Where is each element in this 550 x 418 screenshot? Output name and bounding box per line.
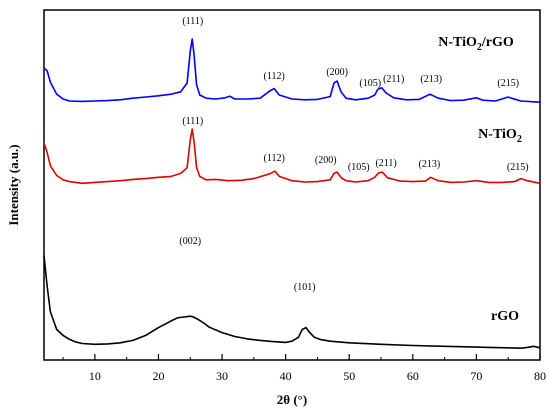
peak-label: (112) bbox=[264, 71, 285, 82]
x-tick-label: 20 bbox=[152, 369, 164, 383]
peak-label: (200) bbox=[315, 155, 337, 166]
x-axis-ticks: 10 20 30 40 50 60 70 80 bbox=[62, 354, 546, 383]
x-axis-title: 2θ (°) bbox=[277, 392, 307, 407]
peak-label: (215) bbox=[507, 162, 529, 173]
series-line-0 bbox=[43, 38, 541, 103]
peak-label: (002) bbox=[179, 236, 201, 247]
series-name-2: rGO bbox=[491, 309, 519, 324]
x-tick-label: 40 bbox=[280, 369, 292, 383]
peak-label: (200) bbox=[326, 67, 348, 78]
series-name-main: N-TiO bbox=[438, 35, 477, 50]
series-name-1: N-TiO2 bbox=[478, 127, 522, 145]
peak-label: (211) bbox=[383, 74, 404, 85]
y-axis-title: Intensity (a.u.) bbox=[6, 144, 21, 225]
peak-labels: (111)(112) (200)(105) (211) (213) (215)(111)… bbox=[179, 16, 528, 293]
series-name-main: N-TiO bbox=[478, 127, 517, 142]
x-tick-label: 10 bbox=[89, 369, 101, 383]
peak-label: (111) bbox=[182, 16, 203, 27]
series-name-0: N-TiO2/rGO bbox=[438, 35, 514, 53]
plot-frame bbox=[43, 9, 541, 361]
peak-label: (211) bbox=[375, 158, 396, 169]
series-line-2 bbox=[43, 255, 541, 349]
peak-label: (213) bbox=[420, 74, 442, 85]
x-tick-label: 80 bbox=[534, 369, 546, 383]
peak-label: (112) bbox=[264, 153, 285, 164]
series-line-1 bbox=[43, 128, 541, 185]
series-name-main: rGO bbox=[491, 309, 519, 324]
peak-label: (105) bbox=[348, 162, 370, 173]
peak-label: (111) bbox=[182, 116, 203, 127]
series-name-sub: 2 bbox=[517, 134, 522, 145]
series-name-sub: 2 bbox=[477, 42, 482, 53]
peak-label: (213) bbox=[419, 159, 441, 170]
x-tick-label: 50 bbox=[343, 369, 355, 383]
peak-label: (215) bbox=[497, 78, 519, 89]
x-tick-label: 70 bbox=[470, 369, 482, 383]
peak-label: (105) bbox=[359, 78, 381, 89]
x-tick-label: 60 bbox=[407, 369, 419, 383]
series-layer bbox=[43, 38, 541, 349]
x-tick-label: 30 bbox=[216, 369, 228, 383]
series-name-suffix: /rGO bbox=[481, 35, 514, 50]
peak-label: (101) bbox=[294, 282, 316, 293]
